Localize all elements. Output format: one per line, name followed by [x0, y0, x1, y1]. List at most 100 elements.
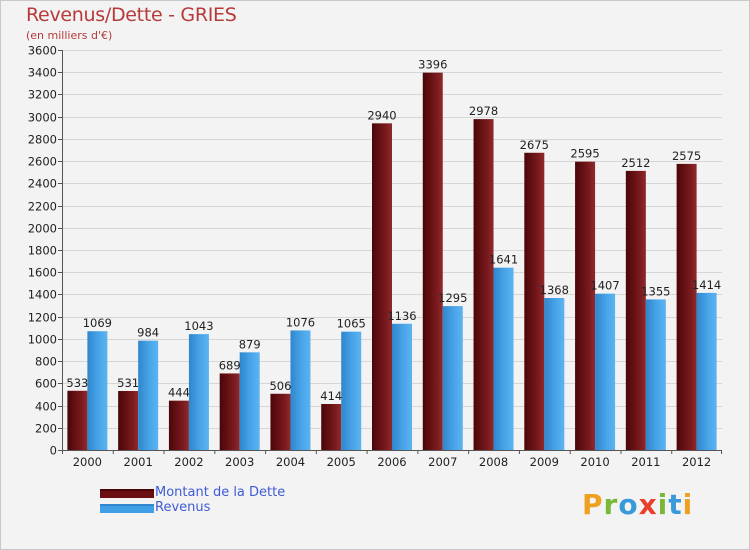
bar-revenue	[138, 340, 159, 450]
bar-debt	[676, 163, 697, 450]
bar-revenue	[392, 323, 412, 450]
logo-letter: x	[638, 488, 658, 521]
logo-letter: i	[682, 488, 694, 521]
data-label-debt: 2595	[570, 147, 599, 161]
data-label-debt: 444	[168, 386, 190, 400]
logo-letter: o	[618, 488, 639, 521]
data-label-revenue: 1368	[540, 283, 569, 297]
legend-label-revenue: Revenus	[155, 500, 211, 515]
bar-debt	[422, 72, 443, 451]
data-label-revenue: 1043	[184, 319, 213, 333]
bars	[67, 72, 717, 451]
data-label-debt: 2512	[621, 156, 650, 170]
y-tick-label: 3400	[28, 66, 57, 80]
data-label-revenue: 1414	[692, 278, 721, 292]
x-tick-label: 2000	[73, 455, 102, 469]
bar-debt	[219, 373, 240, 450]
bar-revenue	[442, 306, 463, 450]
x-tick-label: 2005	[327, 455, 356, 469]
bar-debt	[168, 400, 189, 450]
bar-revenue	[595, 293, 616, 450]
x-tick-label: 2012	[682, 455, 711, 469]
bar-revenue	[493, 267, 514, 450]
bar-debt	[321, 404, 342, 450]
legend-label-debt: Montant de la Dette	[155, 485, 286, 500]
bar-revenue	[645, 299, 666, 450]
y-tick-label: 600	[35, 377, 57, 391]
bar-debt	[118, 391, 139, 450]
x-tick-label: 2009	[530, 455, 559, 469]
y-tick-label: 1200	[28, 311, 57, 325]
y-tick-label: 2200	[28, 200, 57, 214]
data-label-revenue: 1295	[438, 291, 467, 305]
x-tick-label: 2002	[174, 455, 203, 469]
data-label-debt: 689	[219, 358, 241, 372]
bar-debt	[270, 393, 291, 450]
bar-revenue	[341, 331, 362, 450]
data-label-debt: 2940	[367, 108, 396, 122]
bar-revenue	[188, 334, 209, 450]
data-label-revenue: 1641	[489, 253, 518, 267]
data-label-debt: 531	[117, 376, 139, 390]
data-label-revenue: 1136	[387, 309, 416, 323]
data-label-debt: 506	[269, 379, 291, 393]
bar-revenue	[696, 292, 717, 450]
data-label-revenue: 1065	[337, 317, 366, 331]
bar-revenue	[239, 352, 260, 450]
bar-debt	[473, 119, 494, 450]
chart-title: Revenus/Dette - GRIES	[26, 4, 237, 26]
bar-debt	[625, 170, 646, 450]
x-tick-label: 2007	[428, 455, 457, 469]
y-tick-label: 3200	[28, 88, 57, 102]
x-tick-label: 2001	[124, 455, 153, 469]
x-tick-label: 2008	[479, 455, 508, 469]
y-tick-label: 800	[35, 355, 57, 369]
x-tick-label: 2004	[276, 455, 305, 469]
data-label-revenue: 1355	[641, 284, 670, 298]
data-label-revenue: 1076	[286, 315, 315, 329]
data-label-revenue: 984	[137, 326, 159, 340]
y-tick-label: 0	[50, 444, 57, 458]
data-labels: 533 1069 531 984 444 1043 689 879 506 1076 414 1065…	[66, 58, 721, 403]
x-tick-label: 2011	[631, 455, 660, 469]
logo-letter: i	[657, 488, 669, 521]
data-label-debt: 414	[320, 389, 342, 403]
legend-swatch-debt	[100, 489, 154, 498]
y-tick-label: 1400	[28, 288, 57, 302]
data-label-revenue: 1407	[590, 279, 619, 293]
data-label-revenue: 1069	[83, 316, 112, 330]
data-label-debt: 3396	[418, 58, 447, 72]
data-label-debt: 2978	[469, 104, 498, 118]
x-tick-label: 2003	[225, 455, 254, 469]
data-label-debt: 2675	[520, 138, 549, 152]
legend-swatch-revenue	[100, 504, 154, 513]
bar-debt	[372, 123, 392, 450]
logo-letter: r	[603, 488, 619, 521]
bar-debt	[524, 152, 545, 450]
chart-subtitle: (en milliers d'€)	[26, 29, 113, 42]
logo-letter: t	[668, 488, 683, 521]
y-tick-label: 1600	[28, 266, 57, 280]
logo-letter: P	[582, 488, 604, 521]
bar-revenue	[290, 330, 311, 450]
data-label-debt: 2575	[672, 149, 701, 163]
y-tick-label: 3000	[28, 111, 57, 125]
y-tick-label: 2000	[28, 222, 57, 236]
data-label-revenue: 879	[239, 337, 261, 351]
x-tick-label: 2006	[377, 455, 406, 469]
y-tick-label: 2600	[28, 155, 57, 169]
y-tick-label: 2400	[28, 177, 57, 191]
bar-debt	[67, 390, 88, 450]
axes: 0 200 400 600 800 1000 1200 1400 1600 1800 2000 220…	[28, 44, 722, 469]
y-tick-label: 2800	[28, 133, 57, 147]
bar-revenue	[544, 298, 565, 450]
y-tick-label: 1800	[28, 244, 57, 258]
y-tick-label: 3600	[28, 44, 57, 58]
y-tick-label: 1000	[28, 333, 57, 347]
y-tick-label: 200	[35, 422, 57, 436]
bar-debt	[575, 161, 596, 450]
x-tick-label: 2010	[580, 455, 609, 469]
bar-revenue	[87, 331, 108, 450]
y-tick-label: 400	[35, 400, 57, 414]
